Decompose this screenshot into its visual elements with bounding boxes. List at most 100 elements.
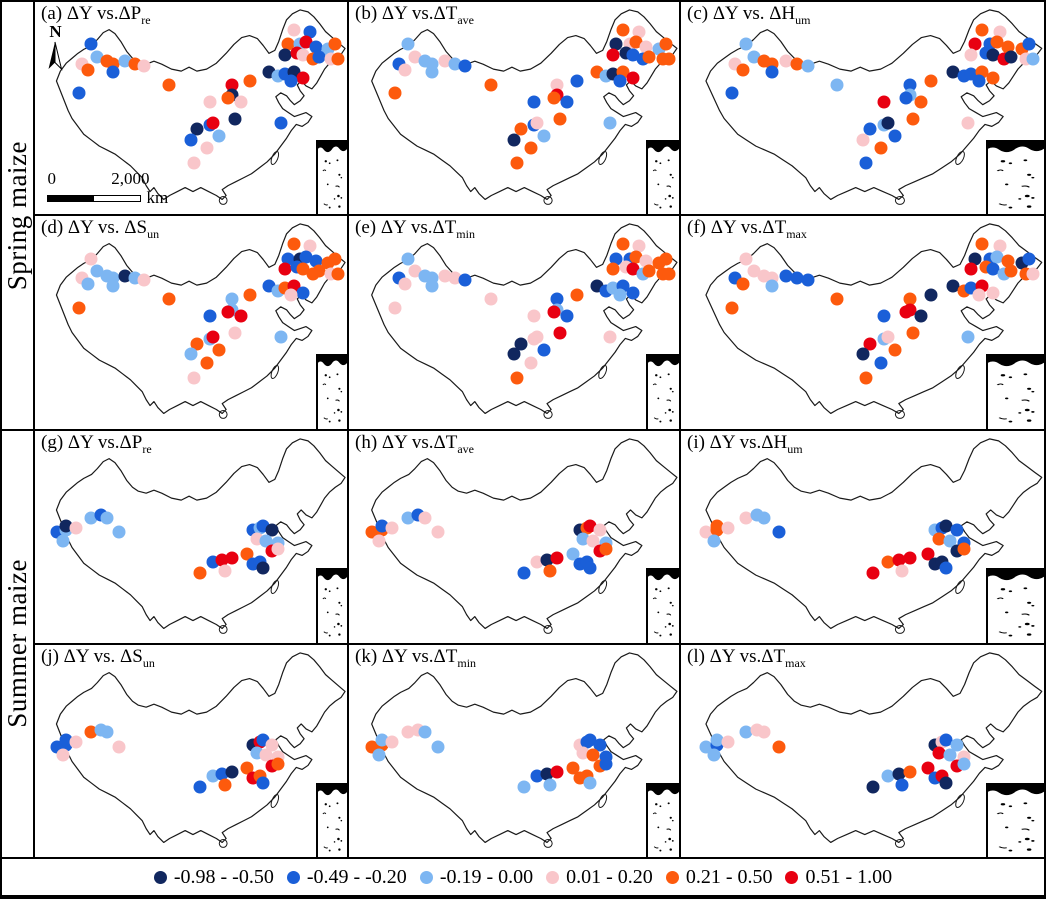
south-china-sea-inset bbox=[985, 568, 1044, 643]
panel-d: (d) ΔY vs. ΔSun bbox=[35, 216, 347, 429]
panel-title: (b) ΔY vs.ΔTave bbox=[355, 3, 475, 27]
station-dot bbox=[287, 237, 301, 251]
station-dot bbox=[448, 271, 462, 285]
station-dot bbox=[547, 305, 561, 319]
station-dot bbox=[401, 37, 415, 51]
station-dot bbox=[725, 86, 739, 100]
station-dot bbox=[284, 74, 298, 88]
station-dot bbox=[859, 371, 873, 385]
station-dot bbox=[271, 757, 285, 771]
station-dot bbox=[639, 40, 653, 54]
hainan-island bbox=[544, 839, 552, 847]
legend-label: 0.21 - 0.50 bbox=[685, 865, 773, 888]
station-dot bbox=[772, 525, 786, 539]
station-dot bbox=[112, 740, 126, 754]
station-dot bbox=[725, 301, 739, 315]
station-dot bbox=[779, 54, 793, 68]
station-dot bbox=[599, 542, 613, 556]
station-dot bbox=[856, 347, 869, 361]
station-dot bbox=[281, 37, 295, 51]
panel-h: (h) ΔY vs.ΔTave bbox=[349, 430, 679, 643]
station-dot bbox=[566, 761, 580, 775]
station-dot bbox=[225, 292, 239, 306]
station-dot bbox=[626, 48, 640, 62]
station-dot bbox=[586, 534, 600, 548]
legend-item: -0.49 - -0.20 bbox=[286, 866, 407, 889]
panel-i: (i) ΔY vs.ΔHum bbox=[681, 430, 1044, 643]
station-dot bbox=[632, 25, 646, 39]
station-dot bbox=[225, 765, 239, 779]
station-dot bbox=[710, 519, 724, 533]
station-dot bbox=[924, 288, 938, 302]
row-label-text: Summer maize bbox=[2, 559, 32, 729]
station-dot bbox=[747, 264, 761, 278]
station-dot bbox=[603, 330, 617, 344]
station-dot bbox=[881, 116, 895, 130]
station-dot bbox=[914, 309, 928, 323]
panel-j: (j) ΔY vs. ΔSun bbox=[35, 644, 347, 857]
station-dot bbox=[190, 337, 204, 351]
station-dot bbox=[921, 761, 935, 775]
station-dot bbox=[550, 292, 564, 306]
station-dot bbox=[507, 133, 521, 147]
station-dot bbox=[438, 269, 452, 283]
station-dot bbox=[388, 301, 402, 315]
station-dot bbox=[550, 551, 564, 565]
station-dot bbox=[895, 564, 909, 578]
station-dot bbox=[184, 347, 198, 361]
station-dot bbox=[530, 555, 544, 569]
panel-title: (d) ΔY vs. ΔSun bbox=[41, 217, 160, 242]
station-dot bbox=[187, 156, 201, 170]
station-dot bbox=[946, 279, 960, 293]
china-map-outline bbox=[35, 216, 347, 428]
station-dot bbox=[739, 37, 753, 51]
station-dot bbox=[372, 534, 386, 548]
station-dot bbox=[570, 74, 584, 88]
legend-label: 0.51 - 1.00 bbox=[805, 865, 893, 888]
station-dot bbox=[895, 778, 909, 792]
station-dot bbox=[256, 776, 270, 790]
station-dot bbox=[484, 78, 498, 92]
station-dot bbox=[1001, 254, 1015, 268]
station-dot bbox=[659, 252, 673, 266]
inset-islands bbox=[317, 570, 347, 637]
station-dot bbox=[530, 116, 544, 130]
station-dot bbox=[583, 733, 597, 747]
station-dot bbox=[830, 292, 844, 306]
station-dot bbox=[721, 521, 735, 535]
station-dot bbox=[401, 252, 415, 266]
scale-bar-unit: km bbox=[146, 188, 169, 208]
station-dot bbox=[484, 292, 498, 306]
station-dot bbox=[961, 330, 975, 344]
inset-islands bbox=[648, 141, 679, 209]
station-dot bbox=[986, 286, 1000, 300]
station-dot bbox=[972, 288, 986, 302]
station-dot bbox=[866, 780, 880, 794]
china-map-outline bbox=[681, 216, 1044, 428]
station-dot bbox=[566, 547, 580, 561]
station-dot bbox=[609, 252, 623, 266]
legend-label: 0.01 - 0.20 bbox=[566, 865, 653, 888]
china-map-outline bbox=[35, 431, 347, 643]
south-china-sea-inset bbox=[985, 354, 1044, 429]
north-arrow-icon bbox=[48, 42, 63, 71]
china-map-outline bbox=[681, 431, 1044, 643]
station-dot bbox=[458, 59, 471, 73]
station-dot bbox=[274, 330, 288, 344]
station-dot bbox=[986, 48, 1000, 62]
station-dots-layer bbox=[349, 645, 679, 857]
station-dot bbox=[221, 305, 235, 319]
hainan-island bbox=[219, 411, 227, 419]
station-dot bbox=[642, 50, 656, 64]
station-dot bbox=[190, 122, 204, 136]
station-dot bbox=[550, 765, 564, 779]
station-dot bbox=[69, 735, 83, 749]
legend-item: -0.19 - 0.00 bbox=[419, 866, 533, 889]
station-dot bbox=[757, 725, 771, 739]
station-dot bbox=[547, 91, 561, 104]
taiwan-island bbox=[597, 579, 608, 594]
station-dot bbox=[331, 52, 345, 66]
panel-c: (c) ΔY vs. ΔHum bbox=[681, 2, 1044, 215]
scale-bar-line bbox=[47, 194, 142, 202]
station-dot bbox=[81, 63, 95, 77]
